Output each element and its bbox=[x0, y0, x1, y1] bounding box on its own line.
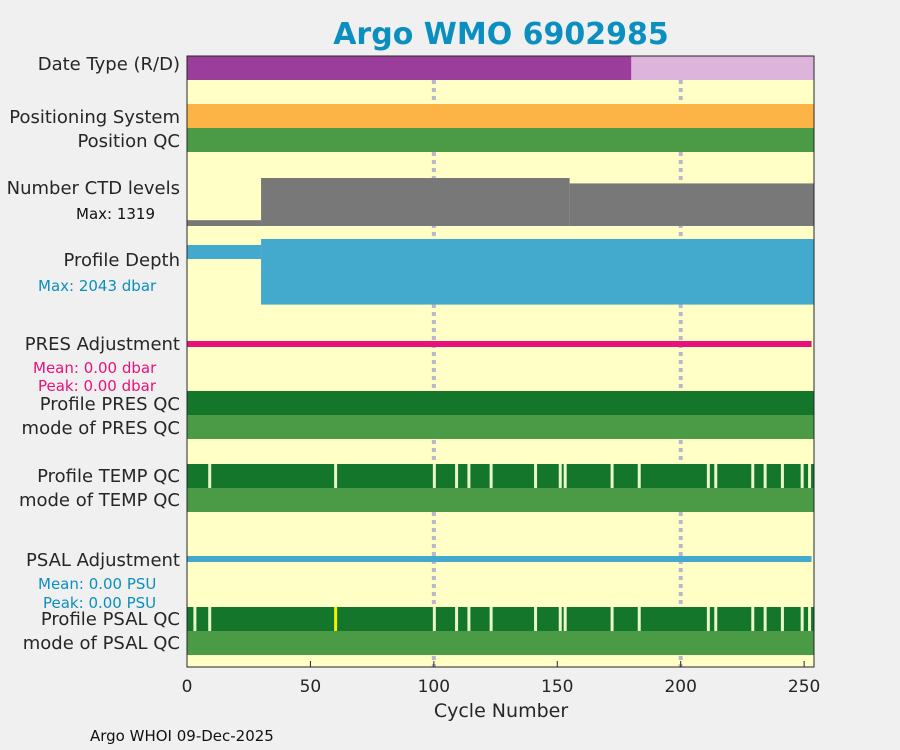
pres-adjustment-mean-text: Mean: 0.00 dbar bbox=[33, 359, 157, 377]
temp-qc-flag-252 bbox=[808, 464, 812, 488]
psal-qc-flag-123 bbox=[489, 607, 493, 631]
x-tick-label-0: 0 bbox=[182, 677, 193, 697]
row-label-profile-temp-qc: Profile TEMP QC bbox=[37, 466, 180, 487]
plot-area: 0 50 100 150 200 250 bbox=[182, 55, 820, 697]
date-type-segment-D bbox=[631, 56, 814, 80]
profile-temp-qc-bar bbox=[187, 464, 814, 488]
x-tick-label-200: 200 bbox=[664, 677, 696, 697]
psal-qc-flag-153 bbox=[563, 607, 567, 631]
temp-qc-flag-211 bbox=[706, 464, 710, 488]
row-label-mode-temp-qc: mode of TEMP QC bbox=[19, 490, 180, 511]
profile-depth-bar-1 bbox=[261, 239, 814, 305]
x-tick-label-50: 50 bbox=[300, 677, 322, 697]
psal-qc-flag-252 bbox=[808, 607, 812, 631]
psal-qc-flag-214 bbox=[714, 607, 718, 631]
pres-adjustment-peak-text: Peak: 0.00 dbar bbox=[38, 377, 157, 395]
x-tick-label-250: 250 bbox=[788, 677, 820, 697]
temp-qc-flag-183 bbox=[637, 464, 641, 488]
psal-adjustment-line bbox=[187, 556, 812, 562]
ctd-levels-bar-0 bbox=[187, 220, 262, 226]
profile-psal-qc-bar bbox=[187, 607, 814, 631]
ctd-levels-bar-2 bbox=[569, 183, 814, 226]
profile-depth-bar-0 bbox=[187, 245, 262, 259]
row-label-mode-pres-qc: mode of PRES QC bbox=[22, 418, 180, 439]
psal-qc-flag-100 bbox=[432, 607, 436, 631]
row-label-date-type: Date Type (R/D) bbox=[38, 54, 180, 75]
ctd-levels-max-text: Max: 1319 bbox=[76, 205, 155, 223]
row-label-profile-depth: Profile Depth bbox=[63, 250, 180, 271]
footer-text: Argo WHOI 09-Dec-2025 bbox=[90, 727, 274, 745]
mode-temp-qc-bar bbox=[187, 488, 814, 512]
psal-qc-flag-229 bbox=[751, 607, 755, 631]
psal-qc-flag-234 bbox=[763, 607, 767, 631]
mode-psal-qc-bar bbox=[187, 631, 814, 655]
row-label-number-ctd-levels: Number CTD levels bbox=[7, 178, 180, 199]
x-tick-label-150: 150 bbox=[541, 677, 573, 697]
psal-qc-flag-211 bbox=[706, 607, 710, 631]
temp-qc-flag-60 bbox=[334, 464, 338, 488]
pres-adjustment-line bbox=[187, 341, 812, 347]
temp-qc-flag-141 bbox=[534, 464, 538, 488]
psal-qc-flag-yellow-60 bbox=[334, 607, 338, 631]
temp-qc-flag-249 bbox=[800, 464, 804, 488]
ctd-levels-bar-1 bbox=[261, 178, 570, 226]
positioning-system-bar bbox=[187, 104, 814, 128]
temp-qc-flag-151 bbox=[558, 464, 562, 488]
temp-qc-flag-172 bbox=[610, 464, 614, 488]
profile-depth-max-text: Max: 2043 dbar bbox=[38, 277, 157, 295]
temp-qc-flag-9 bbox=[208, 464, 212, 488]
psal-qc-flag-114 bbox=[467, 607, 471, 631]
temp-qc-flag-109 bbox=[455, 464, 459, 488]
temp-qc-flag-234 bbox=[763, 464, 767, 488]
psal-qc-flag-9 bbox=[208, 607, 212, 631]
psal-qc-flag-249 bbox=[800, 607, 804, 631]
psal-qc-flag-141 bbox=[534, 607, 538, 631]
temp-qc-flag-153 bbox=[563, 464, 567, 488]
x-tick-label-100: 100 bbox=[418, 677, 450, 697]
position-qc-bar bbox=[187, 128, 814, 152]
temp-qc-flag-100 bbox=[432, 464, 436, 488]
psal-qc-flag-183 bbox=[637, 607, 641, 631]
x-axis-label: Cycle Number bbox=[434, 700, 568, 722]
temp-qc-flag-214 bbox=[714, 464, 718, 488]
plot-background bbox=[187, 56, 814, 667]
psal-qc-flag-241 bbox=[780, 607, 784, 631]
row-label-psal-adjustment: PSAL Adjustment bbox=[26, 550, 180, 571]
mode-pres-qc-bar bbox=[187, 415, 814, 439]
psal-qc-flag-109 bbox=[455, 607, 459, 631]
psal-adjustment-mean-text: Mean: 0.00 PSU bbox=[38, 575, 156, 593]
psal-qc-flag-3 bbox=[193, 607, 197, 631]
row-label-profile-pres-qc: Profile PRES QC bbox=[40, 394, 180, 415]
temp-qc-flag-229 bbox=[751, 464, 755, 488]
psal-adjustment-peak-text: Peak: 0.00 PSU bbox=[43, 594, 156, 612]
date-type-segment-R bbox=[187, 56, 632, 80]
row-label-positioning-system: Positioning System bbox=[9, 107, 180, 128]
row-label-mode-psal-qc: mode of PSAL QC bbox=[23, 633, 180, 654]
chart-title: Argo WMO 6902985 bbox=[333, 17, 669, 52]
row-label-pres-adjustment: PRES Adjustment bbox=[25, 334, 180, 355]
psal-qc-flag-172 bbox=[610, 607, 614, 631]
temp-qc-flag-241 bbox=[780, 464, 784, 488]
temp-qc-flag-114 bbox=[467, 464, 471, 488]
row-label-position-qc: Position QC bbox=[77, 131, 180, 152]
temp-qc-flag-123 bbox=[489, 464, 493, 488]
profile-pres-qc-bar bbox=[187, 391, 814, 415]
psal-qc-flag-151 bbox=[558, 607, 562, 631]
plot-frame bbox=[186, 55, 815, 668]
row-label-profile-psal-qc: Profile PSAL QC bbox=[41, 609, 180, 630]
